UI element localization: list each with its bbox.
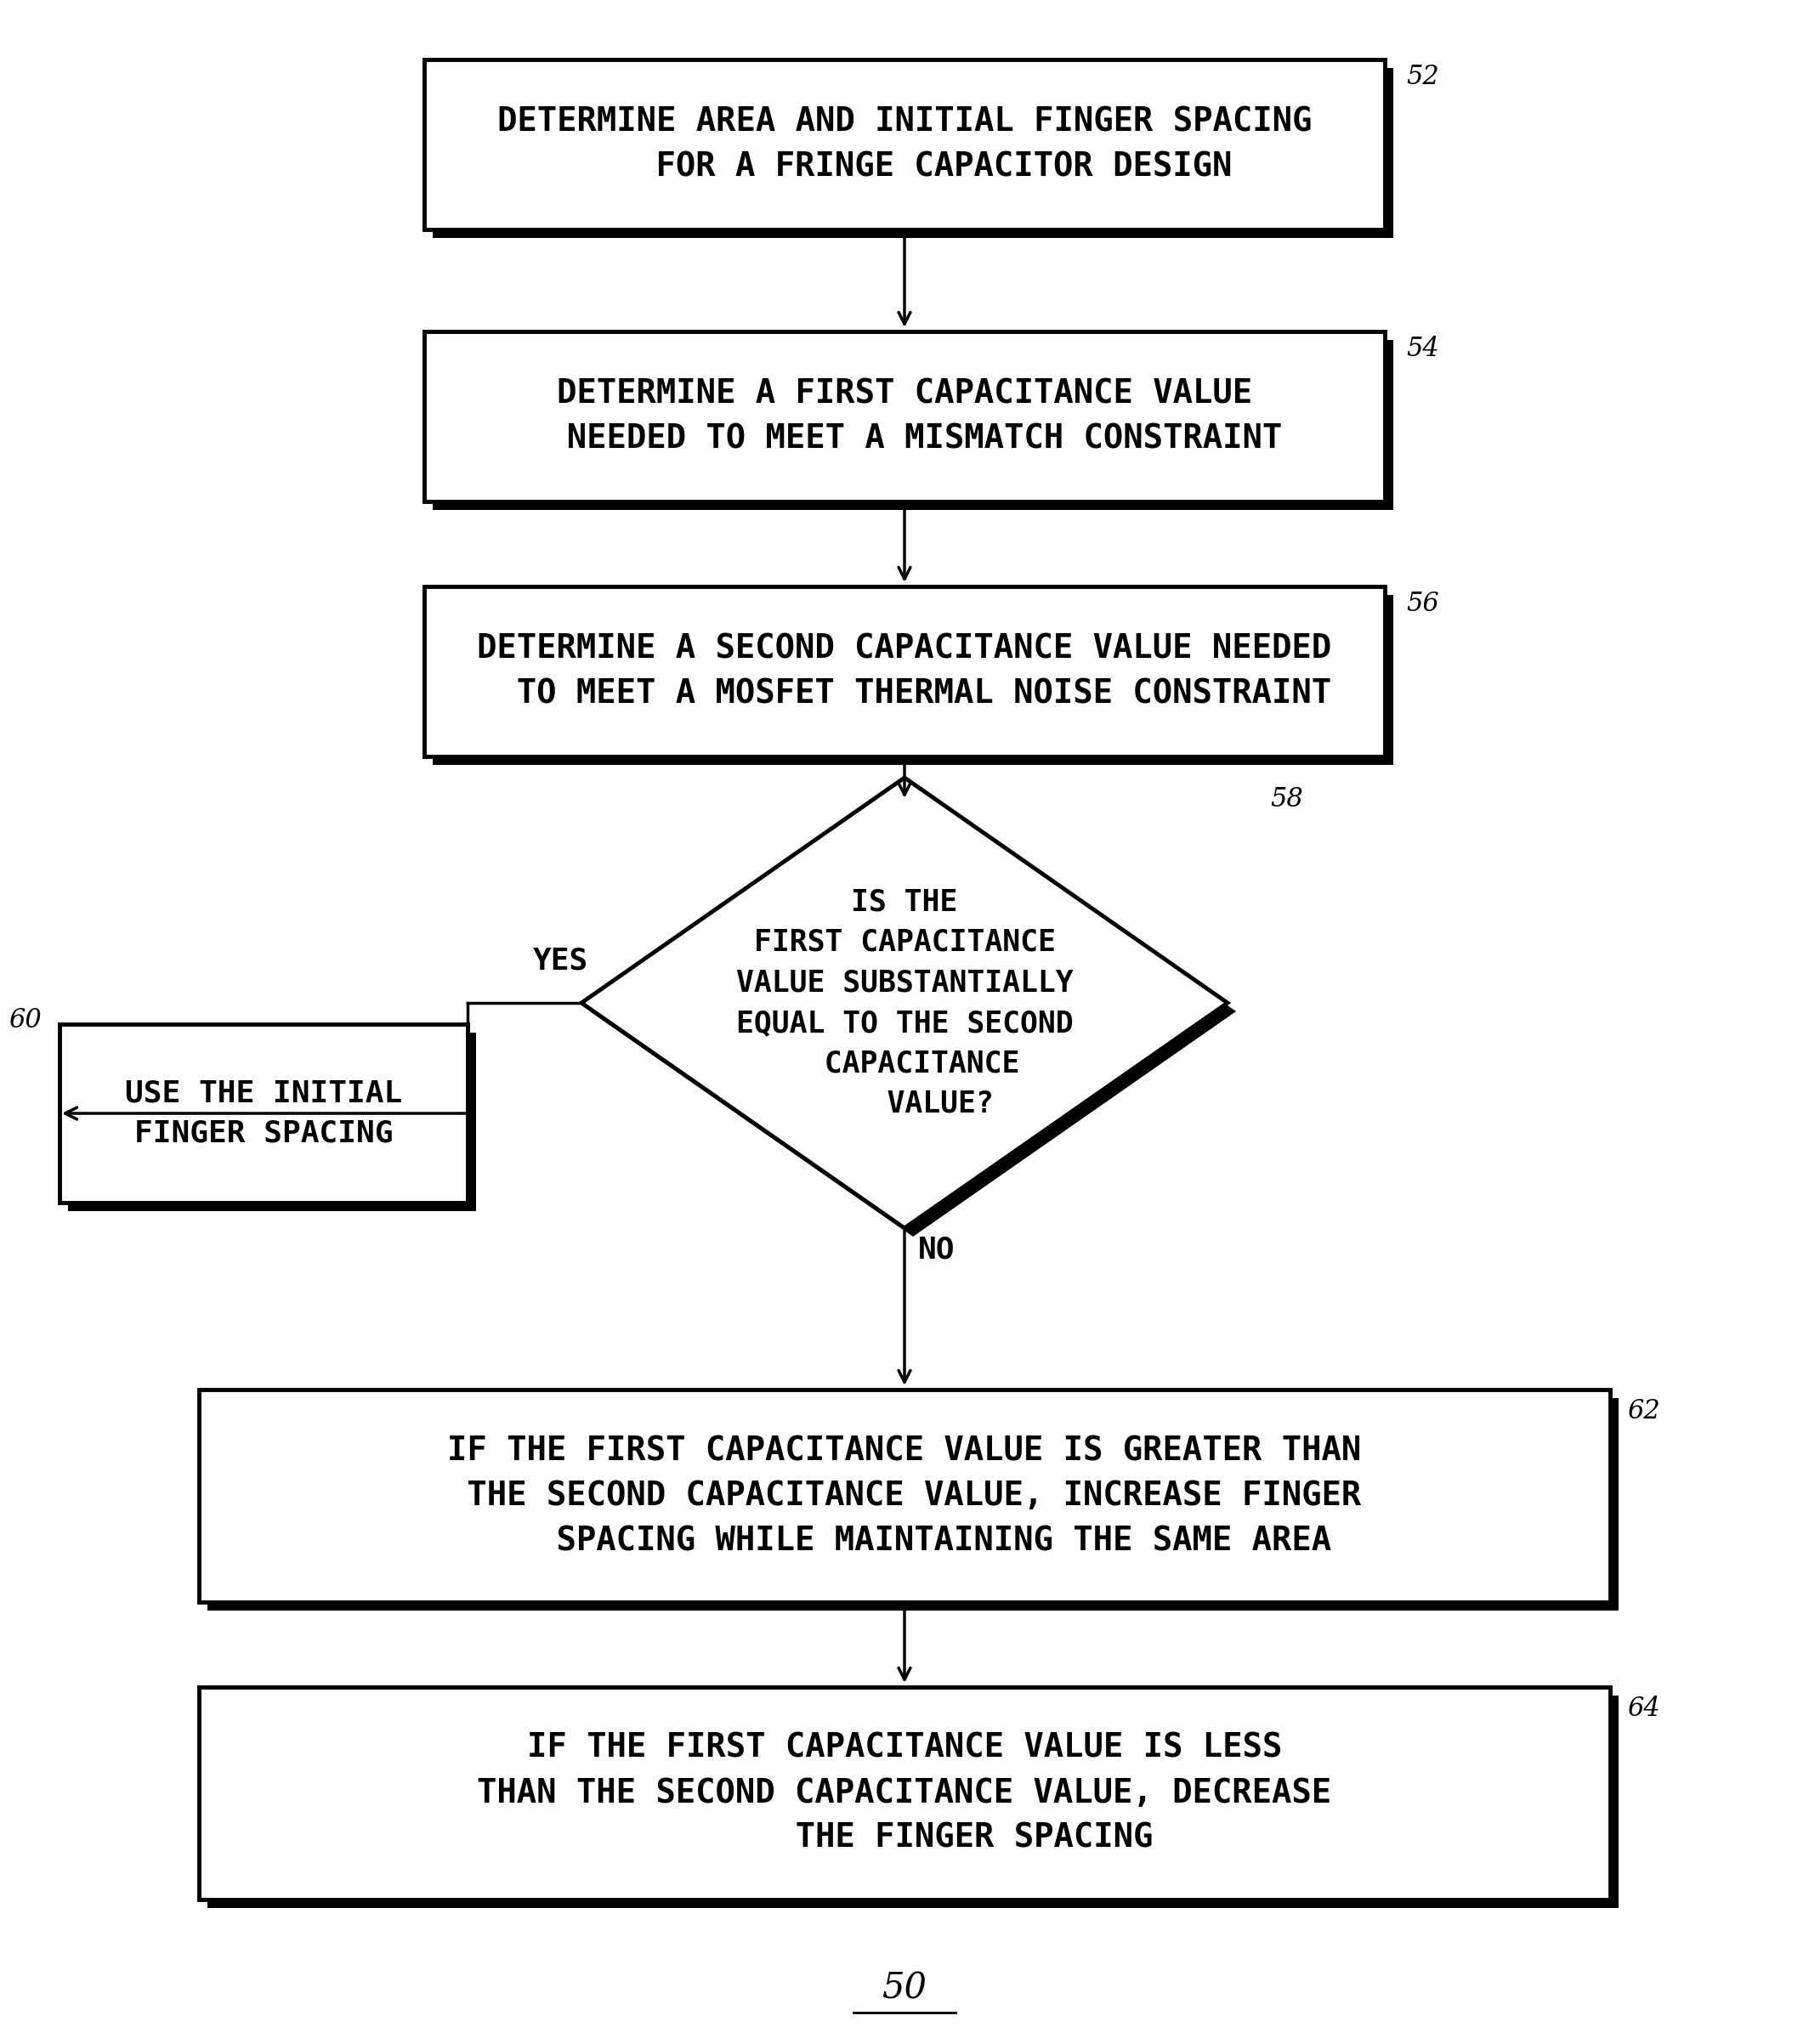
Bar — [208, 1398, 1619, 1611]
Bar — [199, 1686, 1610, 1899]
Text: DETERMINE A SECOND CAPACITANCE VALUE NEEDED
  TO MEET A MOSFET THERMAL NOISE CON: DETERMINE A SECOND CAPACITANCE VALUE NEE… — [478, 634, 1331, 709]
Text: DETERMINE A FIRST CAPACITANCE VALUE
  NEEDED TO MEET A MISMATCH CONSTRAINT: DETERMINE A FIRST CAPACITANCE VALUE NEED… — [526, 378, 1283, 456]
Text: IS THE
FIRST CAPACITANCE
VALUE SUBSTANTIALLY
EQUAL TO THE SECOND
  CAPACITANCE
 : IS THE FIRST CAPACITANCE VALUE SUBSTANTI… — [736, 887, 1073, 1118]
Bar — [199, 1390, 1610, 1602]
Bar — [432, 339, 1393, 509]
Bar — [432, 67, 1393, 237]
Text: NO: NO — [919, 1235, 955, 1263]
Text: DETERMINE AREA AND INITIAL FINGER SPACING
    FOR A FRINGE CAPACITOR DESIGN: DETERMINE AREA AND INITIAL FINGER SPACIN… — [497, 106, 1312, 184]
Polygon shape — [581, 777, 1228, 1228]
Bar — [69, 1032, 476, 1212]
Bar — [432, 595, 1393, 764]
Bar — [423, 587, 1386, 756]
Text: 54: 54 — [1406, 335, 1438, 362]
Bar — [208, 1697, 1619, 1907]
Polygon shape — [590, 787, 1236, 1237]
Text: 52: 52 — [1406, 63, 1438, 90]
Text: 60: 60 — [9, 1008, 42, 1032]
Bar — [423, 331, 1386, 501]
Text: 58: 58 — [1270, 785, 1302, 811]
Text: 50: 50 — [883, 1970, 926, 2007]
Text: 64: 64 — [1626, 1694, 1661, 1721]
Text: 56: 56 — [1406, 591, 1438, 617]
Text: IF THE FIRST CAPACITANCE VALUE IS LESS
THAN THE SECOND CAPACITANCE VALUE, DECREA: IF THE FIRST CAPACITANCE VALUE IS LESS T… — [478, 1731, 1331, 1854]
Bar — [60, 1024, 467, 1202]
Text: IF THE FIRST CAPACITANCE VALUE IS GREATER THAN
 THE SECOND CAPACITANCE VALUE, IN: IF THE FIRST CAPACITANCE VALUE IS GREATE… — [447, 1435, 1362, 1558]
Text: 62: 62 — [1626, 1398, 1661, 1425]
Text: YES: YES — [534, 946, 588, 975]
Text: USE THE INITIAL
FINGER SPACING: USE THE INITIAL FINGER SPACING — [125, 1079, 402, 1149]
Bar — [423, 59, 1386, 229]
